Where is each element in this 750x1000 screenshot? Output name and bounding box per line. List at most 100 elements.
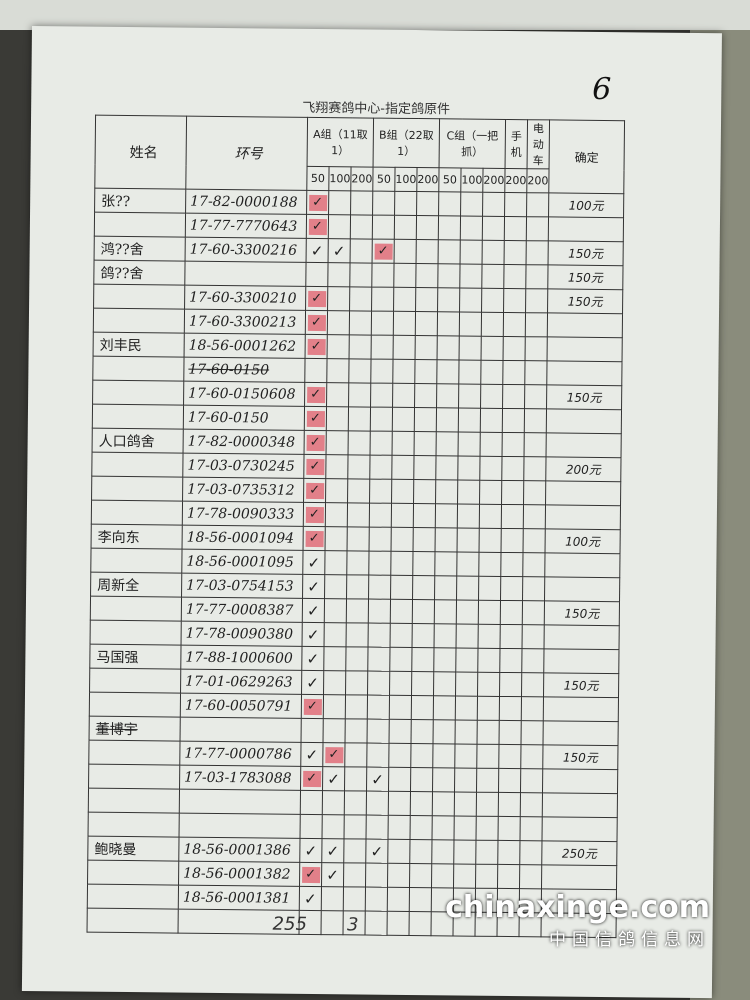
cell-B50: [372, 191, 395, 216]
cell-C200: [482, 240, 505, 265]
owner-name: 李向东: [91, 524, 183, 550]
cell-B50: [366, 791, 389, 816]
header-confirm: 确定: [548, 119, 625, 194]
cell-B200: [414, 359, 438, 384]
subheader-P200: 200: [504, 168, 528, 193]
cell-E200: [523, 528, 546, 553]
ring-number: 17-60-0150: [183, 405, 305, 431]
confirm-amount: 200元: [545, 456, 622, 482]
cell-A50: ✓: [302, 598, 325, 623]
cell-A50: ✓: [304, 430, 327, 455]
cell-B50: [370, 407, 393, 432]
cell-A50: ✓: [303, 526, 326, 551]
cell-B200: [413, 479, 436, 504]
cell-C50: [432, 767, 455, 792]
cell-E200: [522, 576, 545, 601]
cell-B200: [414, 383, 437, 408]
cell-A200: [346, 598, 369, 624]
cell-B100: [387, 863, 410, 888]
owner-name: 周新全: [90, 572, 182, 598]
cell-P200: [503, 288, 526, 313]
cell-B200: [415, 311, 438, 336]
cell-A100: ✓: [328, 238, 351, 263]
cell-C100: [460, 215, 483, 241]
cell-E200: [526, 240, 549, 265]
cell-B100: [391, 527, 414, 552]
cell-A100: [327, 286, 350, 311]
cell-P200: [502, 360, 526, 385]
cell-B50: [371, 287, 394, 312]
cell-C200: [480, 408, 503, 433]
cell-C50: [435, 503, 458, 528]
cell-B200: [415, 263, 439, 288]
check-icon: ✓: [306, 625, 320, 644]
check-icon: ✓: [307, 601, 320, 620]
cell-B200: [410, 791, 433, 816]
stamp-check-icon: ✓: [307, 290, 326, 307]
stamp-check-icon: ✓: [308, 218, 327, 235]
cell-B200: [411, 671, 434, 696]
cell-B50: [368, 575, 391, 600]
check-icon: ✓: [332, 241, 346, 260]
cell-B50: [370, 383, 393, 408]
ring-number: [184, 261, 307, 287]
subheader-C50: 50: [438, 167, 462, 192]
cell-A50: ✓: [302, 550, 326, 575]
cell-E200: [523, 504, 546, 529]
cell-A200: [347, 502, 370, 528]
cell-C200: [480, 384, 503, 409]
ring-number: 18-56-0001262: [184, 333, 306, 359]
cell-B50: ✓: [372, 239, 395, 264]
cell-C200: [481, 264, 505, 289]
cell-A200: [345, 694, 368, 720]
cell-A100: [326, 382, 349, 407]
ring-number: 17-82-0000188: [185, 189, 307, 215]
cell-A200: [347, 454, 371, 480]
cell-E200: [526, 192, 549, 217]
confirm-amount: [542, 768, 618, 794]
confirm-amount: [543, 648, 620, 674]
header-group-c: C组（一把抓）: [439, 118, 506, 169]
cell-B50: [368, 551, 392, 576]
check-icon: ✓: [304, 841, 318, 860]
cell-E200: [519, 816, 543, 841]
cell-B50: [371, 263, 395, 288]
owner-name: [87, 908, 179, 934]
footer-count: 3: [346, 914, 359, 936]
cell-B200: [412, 551, 436, 576]
cell-A50: ✓: [301, 694, 324, 719]
cell-A50: ✓: [304, 382, 327, 407]
stamp-check-icon: ✓: [307, 314, 326, 331]
cell-C50: [436, 359, 460, 384]
cell-C100: [454, 791, 477, 817]
cell-B200: [416, 239, 439, 264]
stamp-check-icon: ✓: [301, 866, 320, 883]
cell-P200: [498, 792, 521, 817]
cell-A200: [348, 406, 371, 432]
confirm-amount: [546, 408, 622, 434]
cell-B50: [370, 431, 393, 456]
stamp-check-icon: ✓: [324, 746, 343, 763]
cell-B200: [413, 455, 437, 480]
cell-B100: [389, 671, 412, 696]
cell-B100: [388, 815, 411, 840]
cell-E200: [525, 288, 548, 313]
check-icon: ✓: [303, 889, 317, 908]
subheader-A50: 50: [306, 166, 330, 191]
cell-A200: [349, 262, 373, 288]
confirm-amount: [544, 624, 620, 650]
ring-number: 17-60-3300216: [185, 237, 307, 263]
owner-name: [88, 788, 180, 814]
cell-B50: [367, 671, 390, 696]
cell-C100: [456, 623, 479, 649]
cell-B50: [366, 743, 390, 768]
cell-B50: [367, 719, 390, 744]
owner-name: [88, 812, 180, 838]
confirm-amount: [548, 216, 624, 242]
cell-C50: [433, 671, 456, 696]
cell-A100: [328, 190, 351, 215]
cell-B100: [393, 287, 416, 312]
confirm-amount: [542, 720, 619, 746]
cell-C100: [460, 191, 483, 217]
cell-P200: [504, 192, 527, 217]
